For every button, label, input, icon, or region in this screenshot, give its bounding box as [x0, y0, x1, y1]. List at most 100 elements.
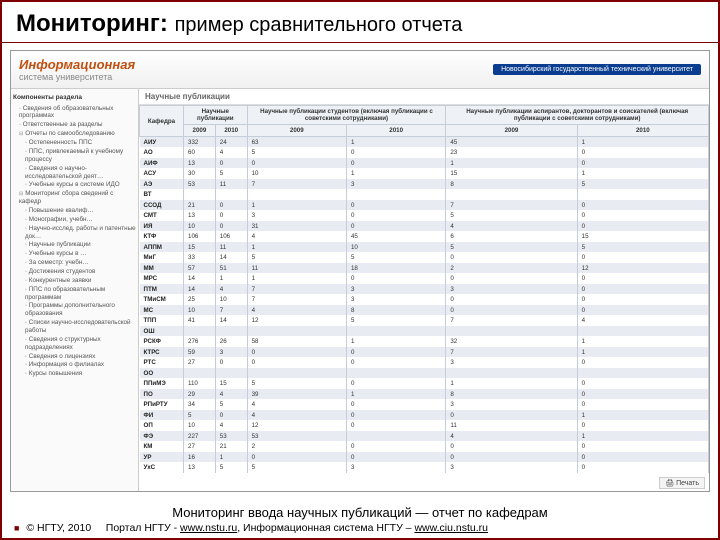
cell-value: 1 — [446, 378, 577, 389]
title-main: Мониторинг: — [16, 10, 168, 37]
cell-value: 14 — [184, 273, 216, 284]
sidebar-item[interactable]: Информация о филиалах — [13, 361, 136, 370]
th-year: 2010 — [215, 125, 247, 137]
cell-value: 0 — [446, 273, 577, 284]
report-table: КафедраНаучные публикацииНаучные публика… — [139, 105, 709, 473]
sidebar-item[interactable]: ППС по образовательным программам — [13, 285, 136, 302]
cell-dept: ФЭ — [140, 431, 184, 442]
cell-value: 7 — [446, 347, 577, 358]
sidebar-item[interactable]: Программы дополнительного образования — [13, 302, 136, 319]
sidebar-item[interactable]: Монографии, учебн… — [13, 215, 136, 224]
cell-value: 1 — [577, 410, 708, 421]
cell-value: 106 — [184, 231, 216, 242]
cell-dept: ОШ — [140, 326, 184, 337]
sidebar-item[interactable]: Ответственные за разделы — [13, 121, 136, 130]
cell-value — [184, 368, 216, 379]
cell-value: 5 — [215, 462, 247, 473]
sidebar-item[interactable]: Достижения студентов — [13, 267, 136, 276]
university-badge: Новосибирский государственный технически… — [493, 64, 701, 75]
sidebar-item[interactable]: ППС, привлекаемый к учебному процессу — [13, 147, 136, 164]
cell-value: 1 — [346, 389, 445, 400]
cell-value: 5 — [247, 147, 346, 158]
cell-dept: АСУ — [140, 168, 184, 179]
cell-value: 23 — [446, 147, 577, 158]
cell-value: 7 — [446, 315, 577, 326]
sidebar-item[interactable]: Сведения о структурных подразделениях — [13, 335, 136, 352]
table-row: ППиМЭ110155010 — [140, 378, 709, 389]
cell-value: 5 — [346, 315, 445, 326]
sidebar-item[interactable]: Сведения о лицензиях — [13, 352, 136, 361]
table-row: МиГ33145500 — [140, 252, 709, 263]
footer-text2: , Информационная система НГТУ – — [237, 522, 414, 534]
cell-value: 0 — [446, 452, 577, 463]
cell-value — [247, 189, 346, 200]
cell-value: 1 — [577, 347, 708, 358]
cell-value: 7 — [247, 294, 346, 305]
table-row: УР1610000 — [140, 452, 709, 463]
cell-value: 39 — [247, 389, 346, 400]
sidebar-item[interactable]: Научно-исслед. работы и патентные док… — [13, 224, 136, 241]
cell-dept: ФИ — [140, 410, 184, 421]
cell-value: 25 — [184, 294, 216, 305]
th-dept: Кафедра — [140, 106, 184, 137]
sidebar-item[interactable]: Конкурентные заявки — [13, 276, 136, 285]
th-group1: Научные публикации — [184, 106, 248, 125]
cell-value: 0 — [446, 252, 577, 263]
sidebar-item[interactable]: Отчеты по самообследованию — [13, 130, 136, 139]
cell-value: 0 — [247, 357, 346, 368]
footer-link1[interactable]: www.nstu.ru — [180, 522, 237, 534]
table-row: АИУ33224631451 — [140, 137, 709, 148]
table-row: АСУ305101151 — [140, 168, 709, 179]
cell-value — [215, 368, 247, 379]
sidebar-item[interactable]: Учебные курсы в … — [13, 250, 136, 259]
cell-value: 10 — [184, 420, 216, 431]
cell-value: 24 — [215, 137, 247, 148]
cell-value: 5 — [247, 462, 346, 473]
cell-value: 4 — [446, 431, 577, 442]
sidebar-item[interactable]: Мониторинг сбора сведений с кафедр — [13, 190, 136, 207]
cell-value: 0 — [577, 252, 708, 263]
cell-value: 53 — [184, 179, 216, 190]
cell-value: 1 — [577, 168, 708, 179]
cell-dept: АИУ — [140, 137, 184, 148]
sidebar-item[interactable]: Учебные курсы в системе ИДО — [13, 181, 136, 190]
cell-value: 8 — [346, 305, 445, 316]
footer: ■ © НГТУ, 2010 Портал НГТУ - www.nstu.ru… — [14, 522, 706, 534]
sidebar-item[interactable]: Списки научно-исследовательской работы — [13, 319, 136, 336]
cell-value: 12 — [577, 263, 708, 274]
cell-dept: ППиМЭ — [140, 378, 184, 389]
cell-value: 1 — [346, 168, 445, 179]
cell-value: 21 — [184, 200, 216, 211]
print-button[interactable]: 🖨 Печать — [659, 477, 705, 489]
sidebar-item[interactable]: Повышение квалиф… — [13, 206, 136, 215]
cell-value: 4 — [247, 231, 346, 242]
cell-value: 8 — [446, 179, 577, 190]
cell-value: 0 — [577, 452, 708, 463]
cell-value: 2 — [446, 263, 577, 274]
cell-value: 4 — [215, 389, 247, 400]
cell-value: 0 — [577, 147, 708, 158]
cell-value: 7 — [247, 179, 346, 190]
cell-value: 5 — [577, 242, 708, 253]
cell-value: 0 — [577, 399, 708, 410]
cell-value: 5 — [446, 242, 577, 253]
cell-value: 0 — [346, 410, 445, 421]
cell-value: 53 — [247, 431, 346, 442]
cell-value: 27 — [184, 357, 216, 368]
cell-value: 26 — [215, 336, 247, 347]
cell-value: 4 — [247, 399, 346, 410]
footer-link2[interactable]: www.ciu.nstu.ru — [414, 522, 488, 534]
cell-value: 0 — [577, 357, 708, 368]
cell-value: 1 — [577, 431, 708, 442]
cell-value: 1 — [247, 273, 346, 284]
sidebar-item[interactable]: За семестр: учебн… — [13, 259, 136, 268]
cell-value: 0 — [247, 347, 346, 358]
cell-value: 5 — [247, 378, 346, 389]
sidebar-item[interactable]: Сведения об образовательных программах — [13, 104, 136, 121]
sidebar-item[interactable]: Сведения о научно-исследовательской деят… — [13, 164, 136, 181]
cell-dept: УР — [140, 452, 184, 463]
sidebar-item[interactable]: Научные публикации — [13, 241, 136, 250]
sidebar-item[interactable]: Остепененность ППС — [13, 139, 136, 148]
sidebar-item[interactable]: Курсы повышения — [13, 370, 136, 379]
cell-value: 60 — [184, 147, 216, 158]
